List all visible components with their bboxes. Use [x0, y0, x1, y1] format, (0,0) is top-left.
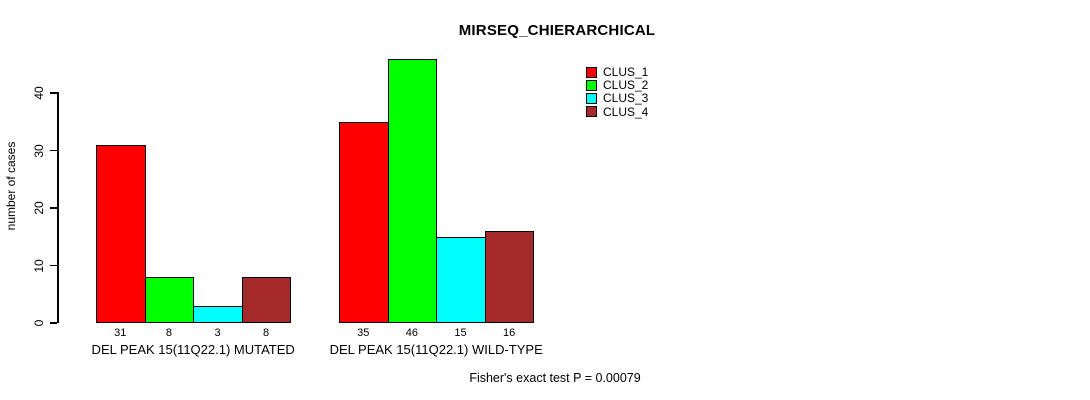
bar-clus_4-group1	[241, 277, 292, 323]
bar-clus_1-group2	[339, 121, 389, 323]
legend-swatch-clus_3	[586, 92, 597, 104]
y-tick-mark	[50, 149, 57, 152]
legend-label-clus_1: CLUS_1	[603, 65, 649, 79]
bar-value-label: 16	[502, 327, 516, 339]
y-tick-label: 30	[32, 143, 46, 158]
legend-label-clus_2: CLUS_2	[603, 78, 649, 93]
legend-label-clus_4: CLUS_4	[603, 104, 649, 119]
x-category-label: DEL PEAK 15(11Q22.1) WILD-TYPE	[329, 342, 543, 357]
bar-value-label: 8	[165, 327, 172, 339]
y-axis-label: number of cases	[4, 141, 18, 231]
y-tick-label: 10	[32, 258, 46, 273]
bar-clus_3-group2	[436, 236, 486, 323]
y-tick-mark	[50, 207, 57, 209]
legend-swatch-clus_2	[586, 79, 597, 91]
y-tick-mark	[50, 92, 57, 94]
bar-value-label: 35	[357, 327, 370, 339]
y-axis-line	[57, 92, 59, 323]
bar-value-label: 8	[263, 327, 270, 339]
y-tick-label: 40	[32, 86, 46, 100]
y-tick-label: 0	[32, 319, 46, 327]
chart-title: MIRSEQ_CHIERARCHICAL	[458, 22, 656, 39]
x-category-label: DEL PEAK 15(11Q22.1) MUTATED	[91, 342, 295, 357]
y-tick-label: 20	[32, 201, 46, 215]
bar-value-label: 3	[214, 327, 221, 339]
bar-value-label: 31	[114, 327, 127, 339]
legend-swatch-clus_4	[586, 106, 597, 118]
bar-value-label: 15	[454, 327, 467, 339]
y-tick-mark	[50, 322, 57, 324]
bar-clus_2-group1	[144, 277, 195, 323]
legend-swatch-clus_1	[586, 66, 597, 78]
y-tick-mark	[50, 264, 57, 267]
bar-value-label: 46	[405, 327, 419, 339]
stat-annotation: Fisher's exact test P = 0.00079	[469, 371, 641, 385]
bar-clus_4-group2	[484, 231, 535, 323]
bar-clus_2-group2	[387, 58, 438, 323]
bar-clus_1-group1	[96, 144, 146, 323]
bar-clus_3-group1	[193, 305, 243, 323]
legend-label-clus_3: CLUS_3	[603, 91, 649, 106]
